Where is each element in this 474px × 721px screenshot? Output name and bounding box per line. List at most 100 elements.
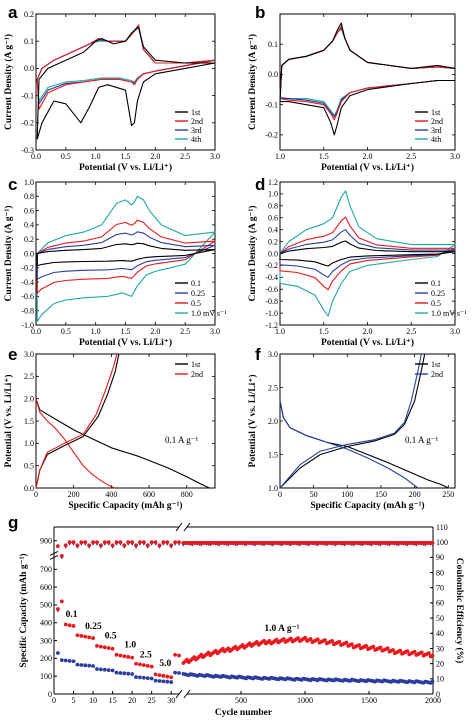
y2-tick-label: 90 (436, 553, 444, 562)
x-tick-label: 0.0 (31, 327, 41, 336)
y2-tick-label: 80 (436, 568, 444, 577)
capacity-marker (419, 650, 424, 655)
x-tick-label: 3.0 (450, 152, 460, 161)
legend-label: 0.1 (191, 279, 201, 288)
x-tick-label: 1.5 (121, 152, 131, 161)
capacity-marker (296, 636, 300, 641)
capacity-marker (67, 540, 72, 545)
y2-axis-label: Coulombic Efficiency (%) (454, 558, 465, 664)
y-tick-label: -0.2 (21, 264, 34, 273)
series-curve-2nd (279, 353, 422, 489)
legend-label: 1st (191, 360, 201, 369)
capacity-marker (67, 658, 72, 663)
x-tick-label: 2.5 (406, 327, 416, 336)
capacity-marker (130, 540, 135, 545)
y-tick-label: 0.4 (24, 221, 34, 230)
capacity-marker (138, 662, 142, 667)
y-tick-label: -1.0 (21, 321, 34, 330)
rate-label: 0.1 (66, 610, 78, 620)
capacity-marker (122, 543, 127, 548)
y-tick-label: 500 (40, 601, 52, 610)
rate-annotation: 0.1 A g⁻¹ (405, 435, 439, 445)
panel-g: 0 5 10 15 20 25 30 500 1000 1500 20000100200300400… (8, 513, 465, 718)
capacity-marker (161, 540, 166, 545)
x-tick-label: 2000 (425, 696, 441, 705)
panel-letter-g: g (8, 513, 18, 532)
capacity-marker (153, 672, 158, 677)
y-tick-label: 0.6 (268, 214, 278, 223)
y-tick-label: 0.6 (24, 206, 34, 215)
series-line-0.1 (36, 242, 216, 267)
plot-frame (35, 181, 216, 326)
y-tick-label: 1.5 (268, 450, 278, 459)
x-tick-label: 1000 (297, 696, 313, 705)
y-tick-label: 3.0 (24, 350, 34, 359)
capacity-marker (59, 599, 64, 604)
panel-letter-e: e (8, 345, 17, 364)
capacity-marker (165, 679, 170, 684)
x-tick-label: 1.5 (319, 327, 329, 336)
legend-label: 0.5 (191, 299, 201, 308)
y-tick-label: -0.4 (265, 273, 278, 282)
x-axis-label: Potential (V vs. Li/Li⁺) (321, 337, 414, 348)
panel-letter-a: a (8, 3, 18, 22)
series-line-4th (36, 27, 216, 102)
y-tick-label: 1.0 (268, 190, 278, 199)
y-axis-label: Current Density (A g⁻¹) (3, 205, 14, 301)
x-tick-label: 15 (109, 696, 117, 705)
y-break-mark (49, 554, 59, 560)
capacity-marker (130, 672, 135, 676)
x-tick-label: 150 (375, 490, 387, 499)
capacity-marker (98, 543, 103, 548)
legend-label: 1st (431, 360, 441, 369)
legend-label: 3rd (431, 126, 442, 135)
series-curve-1st (35, 398, 210, 489)
capacity-marker (349, 642, 354, 647)
capacity-marker (59, 658, 64, 663)
capacity-marker (173, 670, 177, 675)
panel-letter-d: d (255, 175, 265, 194)
capacity-marker (157, 543, 162, 548)
x-tick-label: 2.0 (150, 327, 160, 336)
x-tick-label: 20 (128, 696, 136, 705)
x-tick-label: 2.0 (150, 152, 160, 161)
series-line-0.5 (279, 216, 456, 291)
capacity-marker (177, 540, 181, 545)
axis-break-mark (175, 689, 183, 699)
capacity-marker (337, 639, 342, 644)
y-tick-label: 0.8 (24, 192, 34, 201)
capacity-marker (138, 540, 142, 545)
capacity-marker (106, 668, 111, 673)
capacity-marker (102, 540, 107, 545)
capacity-marker (71, 624, 76, 628)
capacity-marker (303, 635, 308, 640)
legend-label: 3rd (191, 126, 202, 135)
y2-tick-label: 60 (436, 599, 444, 608)
capacity-marker (173, 540, 177, 545)
capacity-marker (145, 663, 150, 668)
series-line-1st (279, 22, 456, 136)
x-tick-label: 1500 (361, 696, 377, 705)
y-tick-label: 2.0 (268, 417, 278, 426)
x-tick-label: 2.5 (406, 152, 416, 161)
capacity-marker (177, 653, 181, 658)
capacity-marker (102, 667, 107, 672)
capacity-marker (141, 540, 146, 545)
legend-label: 2nd (191, 370, 203, 379)
series-curve-2nd (279, 400, 419, 489)
capacity-marker (79, 663, 84, 667)
capacity-marker (118, 671, 123, 675)
x-tick-label: 0 (52, 696, 56, 705)
capacity-marker (145, 676, 150, 681)
y2-tick-label: 100 (436, 538, 448, 547)
capacity-marker (87, 663, 92, 668)
plot-frame (279, 353, 456, 489)
capacity-marker (126, 540, 131, 545)
capacity-marker (141, 663, 146, 668)
y2-tick-label: 0 (436, 690, 440, 699)
y-tick-label: -0.3 (21, 146, 34, 155)
capacity-marker (357, 643, 361, 647)
capacity-marker (149, 664, 154, 669)
legend-label: 2nd (431, 370, 443, 379)
capacity-marker (118, 653, 123, 658)
